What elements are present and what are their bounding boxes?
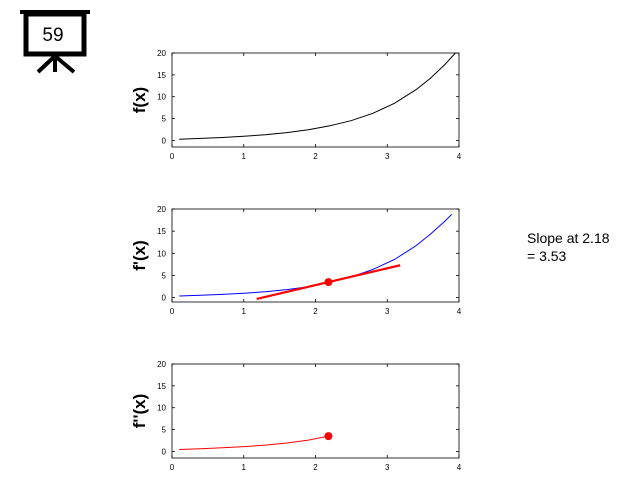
y-axis-label: f(x)	[130, 87, 149, 113]
x-tick-label: 1	[242, 152, 247, 161]
y-tick-label: 20	[157, 49, 166, 58]
chart-f-prime: 0 1 2 3 4 0 5 10 15 20 f'(x)	[130, 205, 462, 316]
chart-f: 0 1 2 3 4 0 5 10 15 20 f(x)	[130, 49, 462, 161]
y-axis-label: f''(x)	[130, 394, 149, 429]
slope-annotation-line2: = 3.53	[527, 248, 567, 264]
y-tick-label: 0	[162, 136, 167, 145]
x-tick-label: 3	[385, 307, 390, 316]
y-tick-label: 20	[157, 360, 166, 369]
y-tick-label: 5	[162, 115, 167, 124]
x-tick-label: 3	[385, 463, 390, 472]
x-tick-label: 2	[313, 463, 318, 472]
y-tick-label: 20	[157, 205, 166, 214]
y-tick-label: 10	[157, 93, 166, 102]
presentation-easel-icon: 59	[20, 10, 90, 74]
marker-point	[324, 432, 333, 441]
slope-annotation: Slope at 2.18 = 3.53	[527, 229, 627, 265]
y-tick-label: 10	[157, 249, 166, 258]
x-tick-label: 3	[385, 152, 390, 161]
axes-box	[171, 52, 460, 148]
y-tick-label: 15	[157, 382, 166, 391]
axes-box	[171, 363, 460, 459]
x-tick-label: 0	[170, 307, 175, 316]
x-tick-label: 4	[457, 307, 462, 316]
series-line	[179, 435, 329, 450]
y-axis-label: f'(x)	[130, 240, 149, 270]
x-tick-label: 1	[242, 463, 247, 472]
x-tick-label: 2	[313, 152, 318, 161]
x-tick-label: 0	[170, 463, 175, 472]
y-tick-label: 15	[157, 227, 166, 236]
y-tick-label: 10	[157, 404, 166, 413]
y-tick-label: 5	[162, 271, 167, 280]
slope-annotation-line1: Slope at 2.18	[527, 230, 610, 246]
x-tick-label: 4	[457, 463, 462, 472]
series-line	[179, 213, 453, 297]
slide-number: 59	[42, 25, 63, 46]
series-line	[179, 52, 456, 140]
axes-box	[171, 208, 460, 303]
y-tick-label: 0	[162, 447, 167, 456]
x-tick-label: 1	[242, 307, 247, 316]
y-tick-label: 0	[162, 294, 167, 303]
x-tick-label: 0	[170, 152, 175, 161]
marker-point	[324, 278, 333, 287]
y-tick-label: 5	[162, 426, 167, 435]
x-tick-label: 2	[313, 307, 318, 316]
x-tick-label: 4	[457, 152, 462, 161]
chart-f-double-prime: 0 1 2 3 4 0 5 10 15 20 f''(x)	[130, 360, 462, 472]
y-tick-label: 15	[157, 71, 166, 80]
